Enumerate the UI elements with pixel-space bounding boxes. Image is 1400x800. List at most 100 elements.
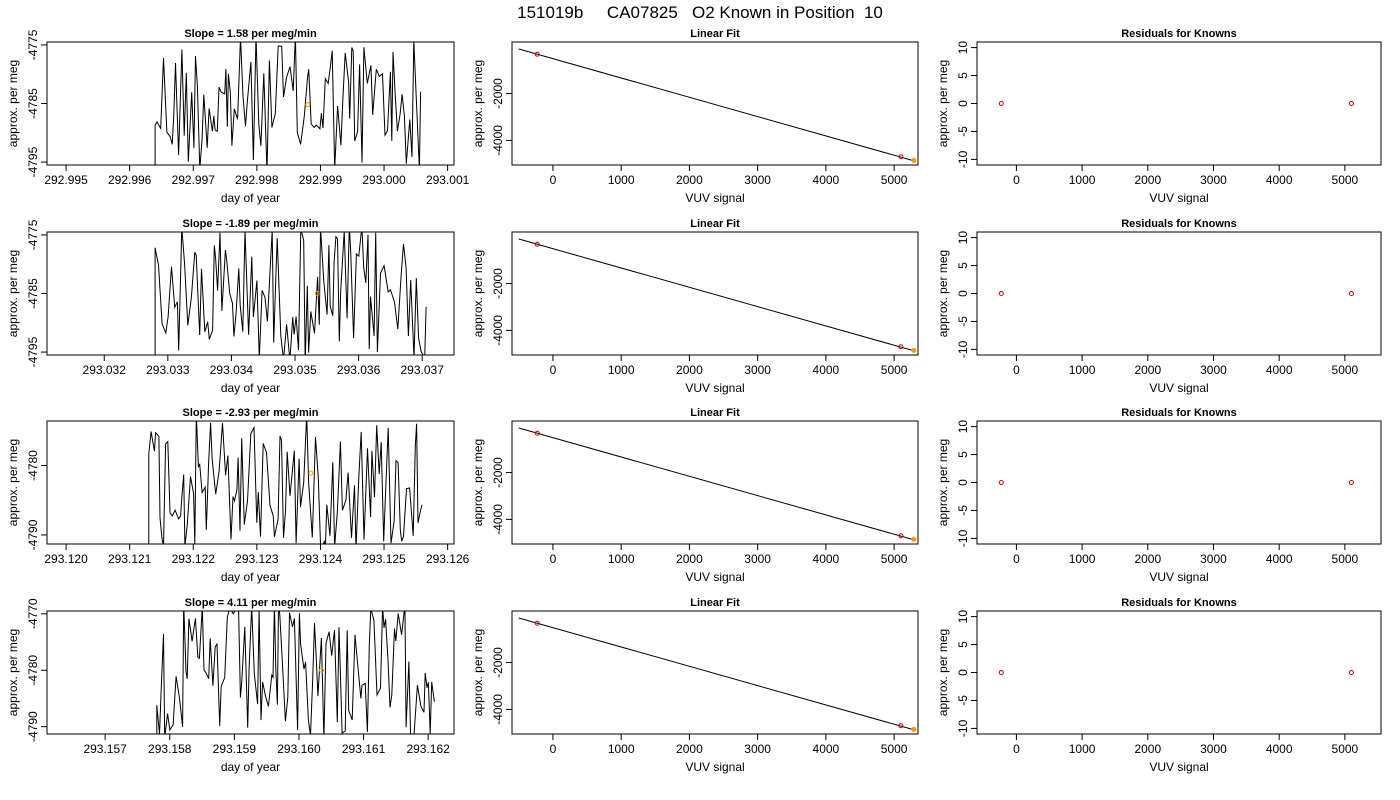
plot-frame: [46, 231, 455, 356]
y-tick-label: -4780: [26, 450, 40, 481]
x-tick-label: 5000: [881, 173, 908, 187]
x-tick-label: 292.995: [44, 173, 88, 187]
x-tick-label: 293.122: [172, 552, 216, 566]
x-tick-label: 4000: [813, 173, 840, 187]
x-tick-label: 293.035: [273, 363, 317, 377]
plot-area: [518, 617, 917, 732]
y-tick-label: -4780: [26, 655, 40, 686]
plot-area: [998, 101, 1354, 106]
series-line: [154, 42, 422, 165]
x-axis-label: VUV signal: [685, 381, 744, 395]
y-axis-label: approx. per meg: [936, 60, 950, 147]
y-axis-label: approx. per meg: [471, 629, 485, 716]
y-tick-label: 0: [956, 290, 970, 297]
x-tick-label: 292.997: [172, 173, 216, 187]
known-point: [998, 480, 1004, 485]
panel-title: Linear Fit: [690, 407, 740, 419]
panel-time-0: Slope = 1.58 per meg/min 292.995 292.996 29…: [6, 28, 470, 205]
y-tick-label: -5: [956, 695, 970, 706]
x-tick-label: 2000: [676, 552, 703, 566]
cursor-point: [314, 291, 320, 296]
y-axis-label: approx. per meg: [6, 60, 20, 147]
plot-frame: [976, 610, 1382, 735]
cursor-point: [305, 102, 311, 108]
y-tick-label: -5: [956, 316, 970, 327]
x-axis-label: VUV signal: [685, 760, 744, 774]
known-point: [898, 154, 904, 160]
panel-time-1: Slope = -1.89 per meg/min 293.032 293.033 2…: [6, 218, 455, 395]
y-tick-label: -2000: [491, 268, 505, 299]
x-axis-label: day of year: [221, 570, 280, 584]
x-tick-label: 1000: [1069, 363, 1096, 377]
x-tick-label: 1000: [1069, 742, 1096, 756]
x-tick-label: 5000: [1332, 363, 1359, 377]
x-tick-label: 3000: [744, 363, 771, 377]
known-point: [1348, 291, 1354, 296]
plot-frame: [46, 41, 455, 166]
y-axis-label: approx. per meg: [936, 629, 950, 716]
y-tick-label: -4000: [491, 504, 505, 535]
panel-title: Residuals for Knowns: [1121, 407, 1237, 419]
fit-line: [518, 617, 915, 731]
x-tick-label: 293.124: [299, 552, 343, 566]
x-tick-label: 293.158: [148, 742, 192, 756]
x-tick-label: 4000: [1266, 173, 1293, 187]
x-tick-label: 4000: [813, 552, 840, 566]
panel-title: Slope = -1.89 per meg/min: [182, 218, 318, 230]
y-tick-label: 0: [956, 100, 970, 107]
x-tick-label: 293.159: [213, 742, 257, 756]
x-tick-label: 4000: [1266, 742, 1293, 756]
x-tick-label: 5000: [881, 363, 908, 377]
cursor-point: [911, 347, 917, 353]
cursor-point: [911, 157, 917, 163]
y-axis-label: approx. per meg: [936, 439, 950, 526]
known-point: [534, 620, 540, 626]
plot-area: [154, 232, 427, 355]
panel-title: Linear Fit: [690, 218, 740, 230]
series-line: [156, 611, 435, 734]
y-tick-label: 5: [956, 641, 970, 648]
plot-frame: [511, 610, 919, 735]
y-tick-label: -4770: [26, 598, 40, 629]
y-tick-label: -2000: [491, 647, 505, 678]
x-tick-label: 292.996: [108, 173, 152, 187]
series-line: [154, 232, 427, 355]
known-point: [898, 723, 904, 729]
plot-area: [518, 48, 917, 163]
x-tick-label: 293.032: [83, 363, 127, 377]
x-tick-label: 2000: [1134, 173, 1161, 187]
panel-title: Slope = 1.58 per meg/min: [184, 28, 317, 40]
x-tick-label: 0: [1013, 173, 1020, 187]
x-tick-label: 0: [1013, 552, 1020, 566]
x-tick-label: 293.037: [401, 363, 445, 377]
y-tick-label: 10: [956, 420, 970, 434]
x-tick-label: 3000: [1200, 173, 1227, 187]
panel-resid-1: Residuals for Knowns 0 1000 2000 3000 4000 500…: [936, 218, 1382, 395]
panel-time-2: Slope = -2.93 per meg/min 293.120 293.121 2…: [6, 407, 470, 584]
panel-title: Residuals for Knowns: [1121, 28, 1237, 40]
fit-line: [518, 48, 915, 162]
x-tick-label: 2000: [1134, 742, 1161, 756]
x-tick-label: 5000: [881, 742, 908, 756]
known-point: [1348, 670, 1354, 675]
plot-area: [156, 611, 435, 734]
y-tick-label: 0: [956, 479, 970, 486]
x-tick-label: 293.157: [83, 742, 127, 756]
y-tick-label: -4790: [26, 519, 40, 550]
fit-line: [518, 427, 915, 541]
plot-area: [154, 42, 422, 165]
plot-frame: [976, 420, 1382, 545]
x-tick-label: 2000: [1134, 363, 1161, 377]
known-point: [1348, 101, 1354, 106]
panel-resid-3: Residuals for Knowns 0 1000 2000 3000 4000 500…: [936, 597, 1382, 774]
y-tick-label: -4795: [26, 336, 40, 367]
known-point: [534, 430, 540, 436]
y-tick-label: -2000: [491, 457, 505, 488]
cursor-point: [319, 667, 325, 673]
x-tick-label: 293.161: [342, 742, 386, 756]
panel-fit-0: Linear Fit 0 1000 2000 3000 4000 5000 -2000 -400…: [471, 28, 919, 205]
y-tick-label: -10: [956, 719, 970, 737]
known-point: [898, 533, 904, 539]
x-axis-label: day of year: [221, 381, 280, 395]
y-tick-label: -4000: [491, 694, 505, 725]
